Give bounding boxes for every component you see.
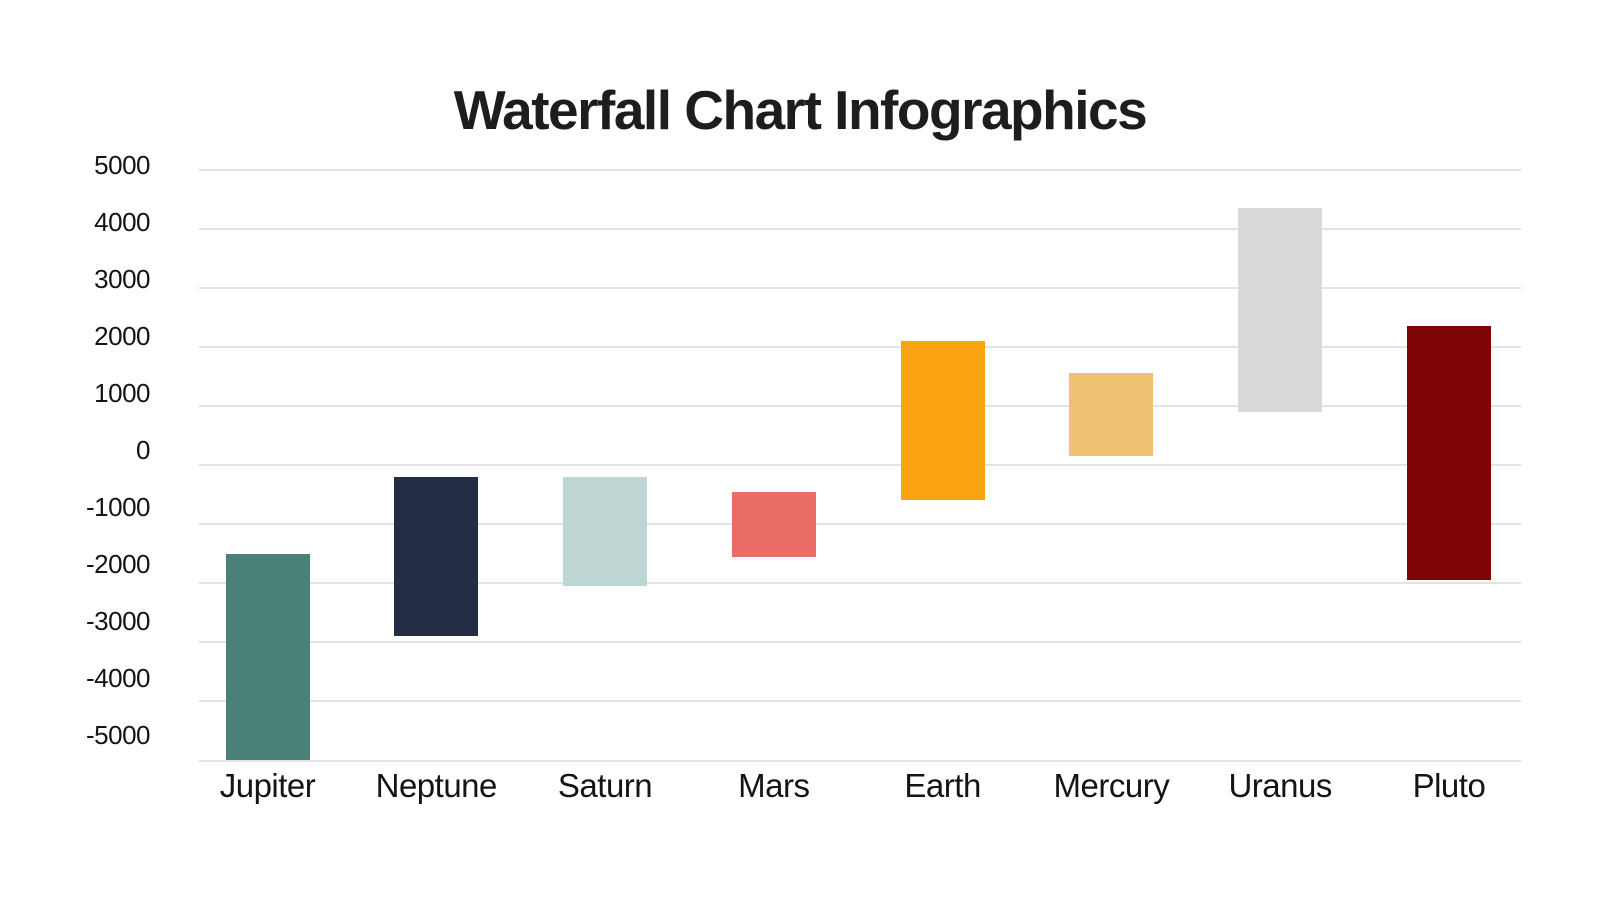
y-tick-2000: 2000 [94,321,150,351]
y-tick--2000: -2000 [86,549,151,579]
x-label-mars: Mars [738,767,810,804]
x-label-uranus: Uranus [1228,767,1332,804]
x-label-neptune: Neptune [375,767,498,804]
x-label-jupiter: Jupiter [219,767,316,804]
bar-uranus [1238,207,1323,412]
bar-mercury [1069,373,1154,457]
y-tick--4000: -4000 [86,663,151,693]
bar-neptune [394,476,479,637]
y-tick-0: 0 [136,435,150,465]
x-label-saturn: Saturn [557,767,653,804]
gridline-3000 [199,286,1521,289]
y-tick--5000: -5000 [86,720,151,750]
bar-saturn [563,476,648,587]
y-tick-4000: 4000 [94,207,150,237]
bar-mars [731,491,816,557]
gridline--1000 [199,523,1521,526]
y-tick--3000: -3000 [86,606,151,636]
bar-jupiter [225,553,310,761]
y-tick-1000: 1000 [94,378,150,408]
x-label-earth: Earth [904,767,981,804]
bar-earth [900,340,985,501]
x-label-mercury: Mercury [1053,767,1170,804]
gridline-0 [199,464,1521,466]
y-tick-5000: 5000 [94,150,150,180]
gridline-2000 [199,345,1521,348]
y-tick-3000: 3000 [94,264,150,294]
x-label-pluto: Pluto [1412,767,1486,804]
gridline-1000 [199,404,1521,407]
gridline--4000 [199,700,1521,703]
gridline-4000 [199,227,1521,230]
gridline--2000 [199,582,1521,585]
gridline--5000 [199,759,1521,762]
bar-pluto [1406,326,1491,581]
gridline--3000 [199,641,1521,644]
y-tick--1000: -1000 [86,492,151,522]
gridline-5000 [199,168,1521,171]
chart-title: Waterfall Chart Infographics [453,79,1148,141]
